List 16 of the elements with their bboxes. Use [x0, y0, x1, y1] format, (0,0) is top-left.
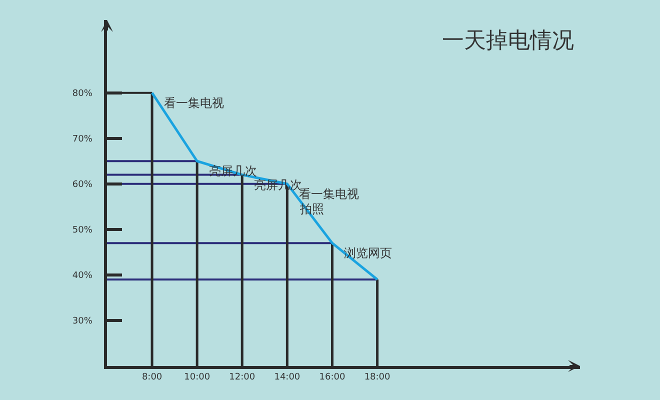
- annotation: 看一集电视: [164, 96, 224, 110]
- y-tick-label: 30%: [72, 316, 93, 327]
- x-tick-label: 14:00: [274, 372, 300, 383]
- y-tick-label: 50%: [72, 226, 93, 236]
- line-series: [150, 92, 379, 281]
- x-tick-label: 12:00: [229, 372, 256, 383]
- annotation: 看一集电视: [299, 187, 359, 201]
- x-tick-label: 16:00: [319, 372, 346, 383]
- x-tick-label: 10:00: [184, 372, 210, 383]
- y-tick-label: 70%: [72, 134, 93, 145]
- x-tick-label: 8:00: [142, 372, 162, 383]
- x-tick-label: 18:00: [364, 372, 391, 383]
- y-tick-label: 40%: [72, 271, 93, 282]
- y-tick-label: 80%: [72, 88, 93, 99]
- chart-title: 一天掉电情况: [442, 28, 574, 54]
- y-tick-label: 60%: [72, 180, 93, 190]
